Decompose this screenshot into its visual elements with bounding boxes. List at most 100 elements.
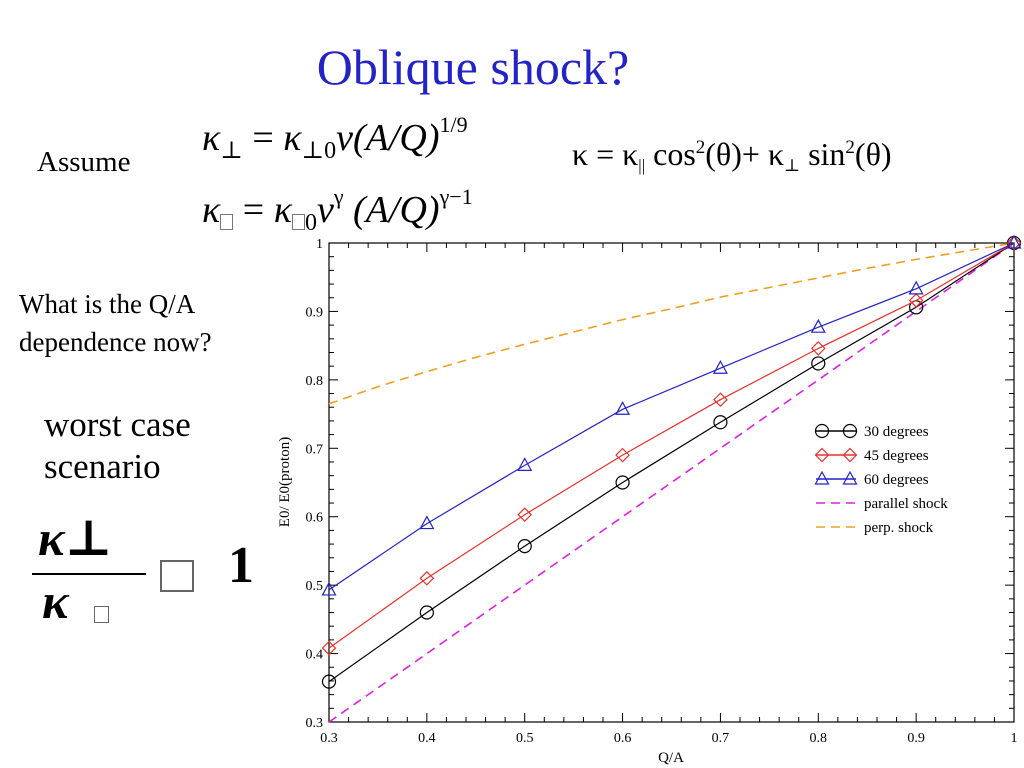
kappa-sin: sin — [800, 136, 846, 172]
ratio-numerator: κ⊥ — [38, 510, 113, 566]
x-tick-label: 0.3 — [320, 731, 338, 746]
plot-frame — [328, 242, 1015, 723]
eq2-v: v — [316, 189, 334, 231]
kappa-lhs: κ = κ — [572, 136, 639, 172]
chart-legend: 30 degrees 45 degrees 60 degrees parallel s… — [814, 423, 948, 536]
data-point — [810, 318, 826, 333]
fraction-bar — [32, 573, 146, 575]
kappa-parallel-equation: κ = κ 0vγ (A/Q)γ−1 — [202, 184, 473, 237]
legend-label: perp. shock — [864, 520, 934, 536]
chart-series — [321, 234, 1022, 723]
y-tick-label: 0.5 — [306, 579, 324, 594]
kappa-par-sub: || — [638, 156, 646, 175]
eq2-v-exponent: γ — [333, 184, 344, 209]
question-text: What is the Q/A dependence now? — [19, 289, 212, 357]
parallel-missing-glyph-icon-2 — [291, 214, 305, 230]
kappa-angle-equation: κ = κ|| cos2(θ)+ κ⊥ sin2(θ) — [572, 136, 892, 176]
slide-title: Oblique shock? — [316, 39, 630, 95]
data-point — [321, 674, 337, 689]
kappa-theta1: (θ)+ κ — [705, 136, 785, 172]
y-tick-label: 0.6 — [306, 511, 324, 526]
data-point — [1006, 235, 1022, 251]
series-line-60-degrees — [328, 242, 1015, 591]
kappa-perp-sub: ⊥ — [784, 156, 801, 175]
data-point — [321, 640, 337, 656]
x-tick-label: 0.8 — [810, 731, 828, 746]
data-point — [517, 539, 532, 554]
y-tick-label: 0.9 — [306, 305, 324, 320]
x-tick-label: 0.7 — [712, 731, 730, 746]
eq1-perp0-sub: ⊥0 — [301, 138, 337, 164]
kappa-cos: cos — [645, 136, 696, 172]
data-point — [419, 515, 435, 530]
legend-marker — [814, 470, 830, 485]
data-point — [1006, 234, 1022, 249]
kappa-theta2: (θ) — [854, 136, 892, 172]
eq2-zero-sub: 0 — [304, 210, 317, 236]
data-point — [615, 447, 630, 463]
x-tick-label: 1 — [1011, 731, 1018, 746]
eq2-kappa: κ — [202, 189, 221, 231]
kappa-ratio-expression: κ⊥ κ 1 — [28, 510, 268, 630]
assume-label: Assume — [37, 146, 131, 178]
parallel-missing-glyph-icon — [220, 214, 234, 230]
legend-label: 60 degrees — [864, 472, 929, 488]
x-axis-label: Q/A — [658, 750, 684, 766]
legend-marker — [842, 447, 858, 463]
eq2-equals: = — [233, 189, 274, 231]
eq1-perp-sub: ⊥ — [220, 138, 243, 164]
legend-label: 30 degrees — [864, 424, 929, 440]
legend-marker — [842, 423, 858, 439]
eq2-exponent: γ−1 — [439, 184, 473, 209]
ratio-denominator: κ — [42, 573, 69, 629]
eq1-kappa-0: κ — [283, 117, 302, 159]
chart-axes: 0.3 0.4 0.5 0.6 0.7 0.8 0.9 1 0.3 0.4 0.5 0.6 0.7 0.8… — [306, 237, 1018, 746]
legend-label: 45 degrees — [864, 448, 929, 464]
y-tick-label: 1 — [316, 237, 323, 252]
data-point — [713, 392, 728, 408]
eq2-kappa-0: κ — [273, 189, 292, 231]
eq1-exponent: 1/9 — [439, 112, 468, 137]
data-point — [713, 415, 728, 430]
legend-marker — [814, 423, 830, 439]
series-line-45-degrees — [328, 242, 1015, 649]
eq1-equals: = — [242, 117, 284, 159]
data-point — [615, 475, 630, 490]
y-tick-label: 0.7 — [306, 442, 324, 457]
series-line-30-degrees — [328, 242, 1015, 683]
worst-case-text: worst case scenario — [44, 405, 191, 486]
eq2-aq: (A/Q) — [343, 189, 440, 231]
x-tick-label: 0.6 — [614, 731, 632, 746]
data-point — [908, 293, 924, 308]
data-point — [517, 507, 533, 523]
data-point — [419, 570, 435, 586]
data-point — [321, 581, 337, 596]
eq1-aq: (A/Q) — [352, 117, 440, 159]
eq1-v: v — [336, 117, 353, 159]
eq1-kappa: κ — [202, 117, 221, 159]
y-tick-label: 0.3 — [306, 716, 324, 731]
data-point — [419, 605, 434, 620]
data-point — [908, 280, 924, 295]
kappa-perp-equation: κ⊥ = κ⊥0v(A/Q)1/9 — [202, 112, 468, 165]
data-point — [615, 401, 631, 415]
parallel-missing-glyph-icon-3 — [94, 606, 109, 623]
y-axis-label: E0/ E0(proton) — [277, 437, 293, 527]
legend-marker — [842, 470, 858, 485]
data-point — [810, 341, 826, 356]
ratio-rhs: 1 — [228, 537, 254, 594]
legend-marker — [814, 447, 830, 463]
y-tick-label: 0.4 — [306, 648, 324, 663]
legend-label: parallel shock — [864, 496, 948, 512]
x-tick-label: 0.9 — [907, 731, 925, 746]
series-line-parallel-shock — [328, 242, 1015, 723]
data-point — [811, 356, 826, 371]
x-tick-label: 0.4 — [418, 731, 436, 746]
y-tick-label: 0.8 — [306, 374, 324, 389]
kappa-cos-sq: 2 — [695, 137, 706, 158]
data-point — [712, 359, 728, 374]
relation-missing-glyph-icon — [160, 560, 194, 592]
x-tick-label: 0.5 — [516, 731, 534, 746]
data-point — [517, 457, 533, 471]
